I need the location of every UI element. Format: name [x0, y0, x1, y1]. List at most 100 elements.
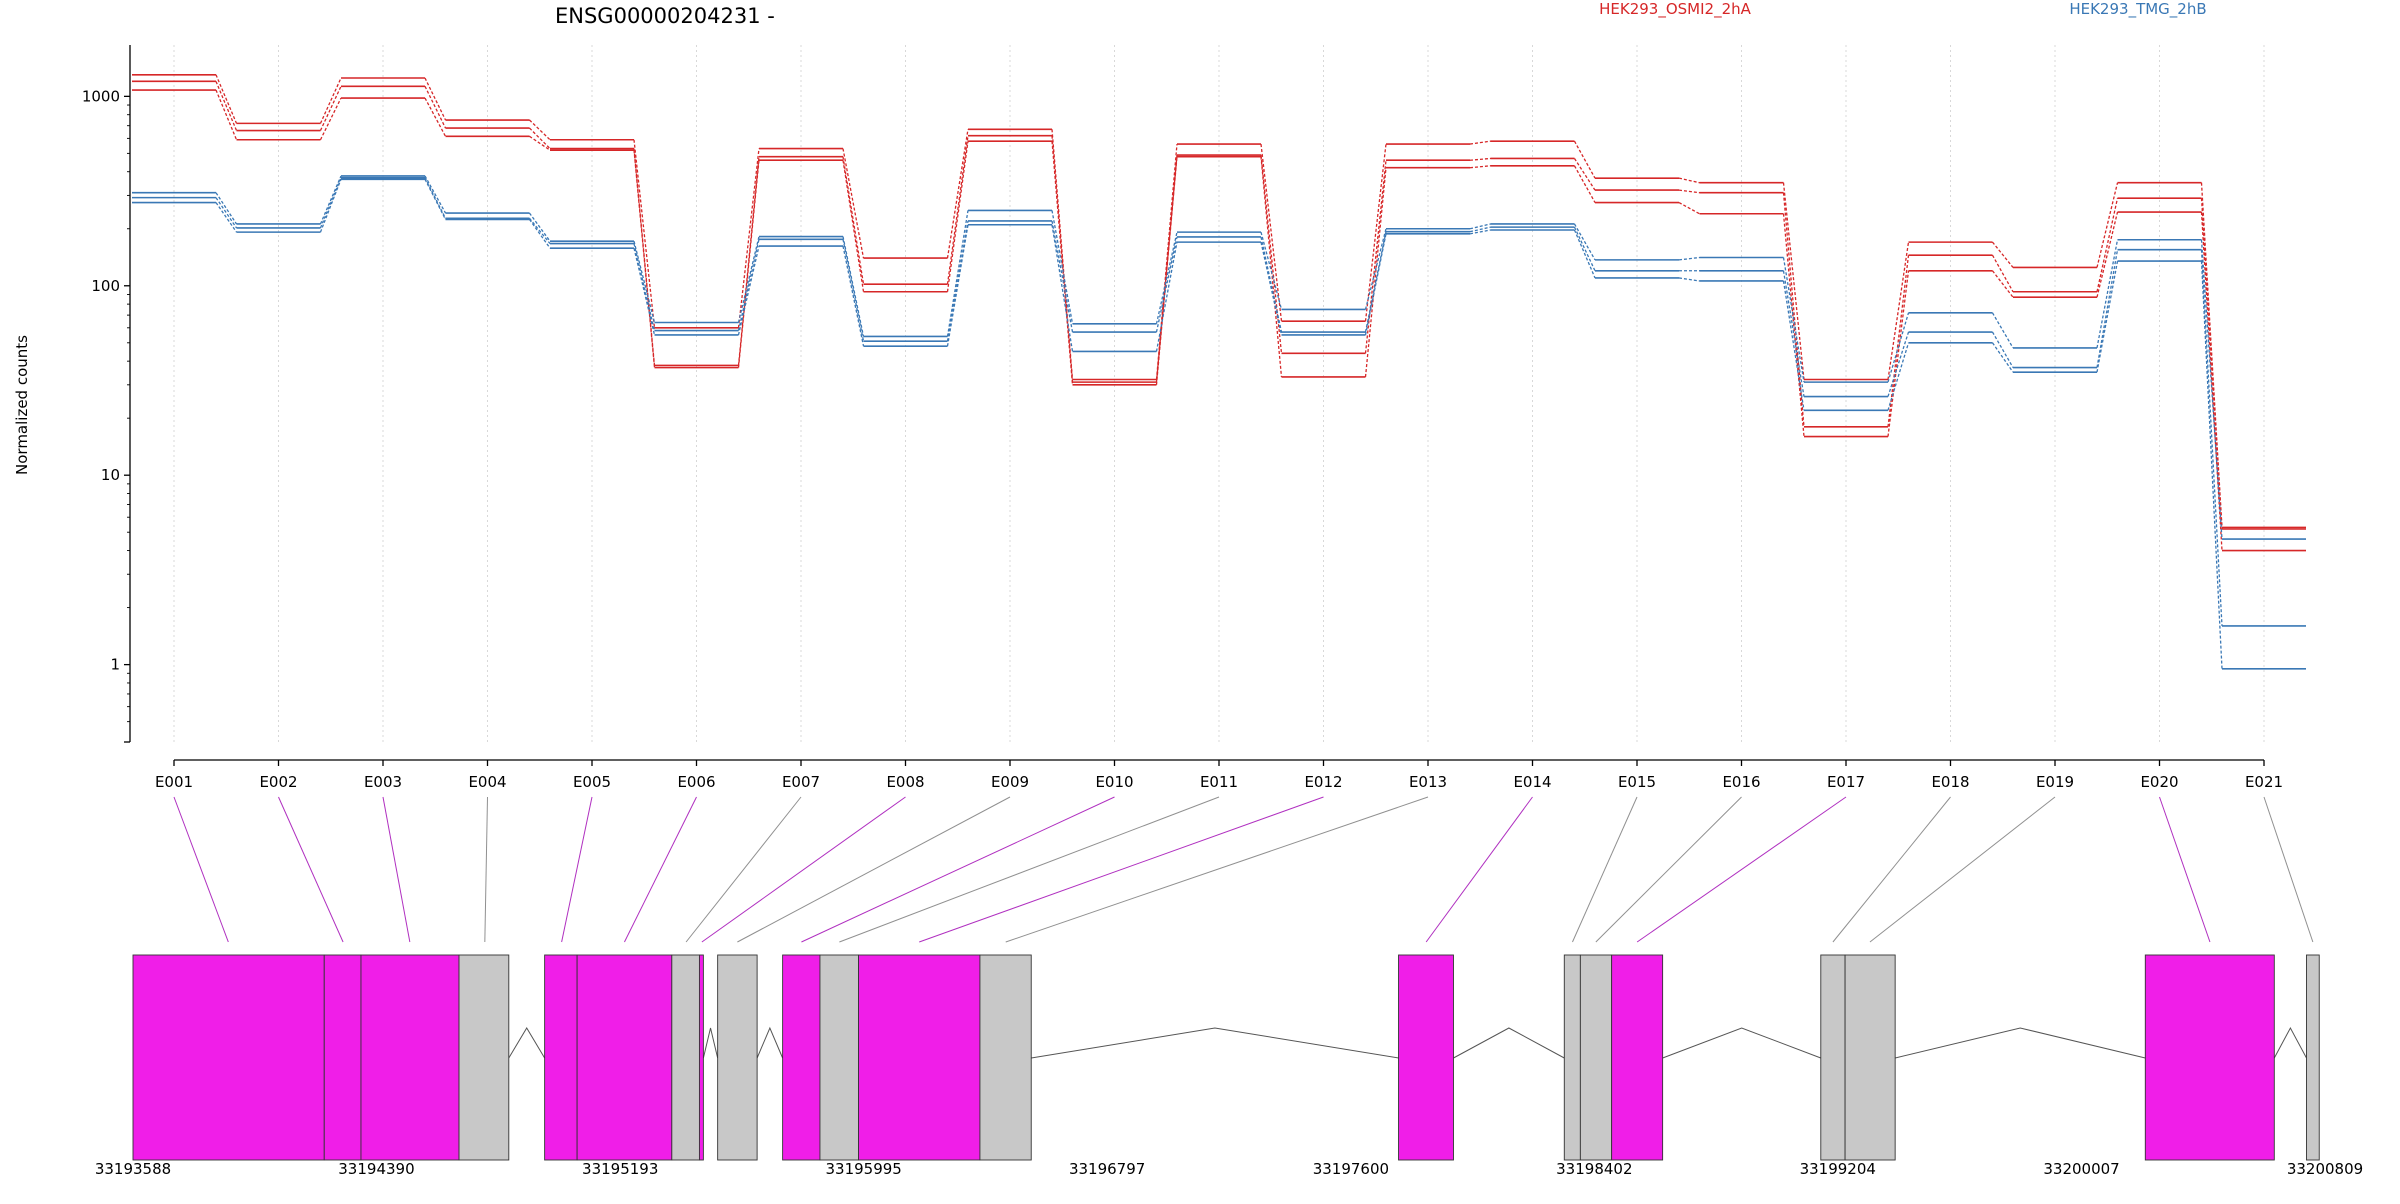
series-6 — [132, 178, 2306, 670]
series-6-connector — [946, 224, 969, 347]
series-3-connector — [424, 97, 447, 137]
legend-entry-2: HEK293_TMG_2hB — [2069, 0, 2206, 19]
series-3-connector — [1469, 165, 1491, 169]
x-tick-label-e011: E011 — [1200, 773, 1238, 791]
series-3-connector — [1887, 270, 1910, 437]
series-3-connector — [946, 141, 969, 292]
series-1-connector — [1469, 140, 1491, 145]
connector-e011 — [839, 796, 1220, 943]
series-6-connector — [1155, 242, 1178, 352]
series-3-connector — [1364, 167, 1387, 378]
series-3-connector — [1051, 141, 1074, 385]
connector-e002 — [278, 796, 344, 943]
series-5-connector — [528, 217, 551, 244]
x-tick-label-e007: E007 — [782, 773, 820, 791]
series-5-connector — [1051, 220, 1074, 333]
series-6-connector — [2200, 261, 2223, 669]
series-1-connector — [2096, 182, 2119, 268]
y-tick-label: 1 — [110, 656, 120, 674]
exon-segment-4 — [458, 954, 510, 1161]
chart-title: ENSG00000204231 - — [555, 4, 775, 28]
series-4-connector — [2200, 239, 2223, 540]
x-tick-label-e003: E003 — [364, 773, 402, 791]
exon-segment-5 — [544, 954, 578, 1161]
series-2-connector — [1887, 255, 1910, 427]
series-1 — [132, 73, 2306, 529]
exon-segment-20 — [2144, 954, 2275, 1161]
connector-e001 — [173, 796, 229, 943]
series-1-connector — [424, 77, 447, 121]
genomic-coordinate-label: 33196797 — [1069, 1160, 1145, 1178]
series-6-connector — [1260, 241, 1283, 336]
series-3 — [132, 89, 2306, 552]
genomic-coordinate-label: 33194390 — [338, 1160, 414, 1178]
x-tick-label-e016: E016 — [1722, 773, 1760, 791]
connector-e014 — [1425, 796, 1533, 943]
exon-segment-6 — [576, 954, 673, 1161]
x-tick-label-e009: E009 — [991, 773, 1029, 791]
exon-segment-11 — [819, 954, 859, 1161]
series-5-connector — [842, 239, 865, 342]
series-6-connector — [2096, 260, 2119, 373]
series-6-connector — [1573, 229, 1596, 279]
exon-segment-1 — [132, 954, 325, 1161]
axes: 1 10 100 1000 E001 E002 E003 E004 E005 E006 E007 E0… — [82, 45, 2283, 791]
connector-e013 — [1005, 796, 1429, 943]
genomic-coordinate-label: 33195995 — [825, 1160, 901, 1178]
series-6-connector — [1887, 342, 1910, 411]
exon-segment-9 — [717, 954, 758, 1161]
series-2 — [132, 80, 2306, 530]
x-tick-label-e019: E019 — [2036, 773, 2074, 791]
series-2-connector — [215, 81, 238, 131]
y-tick-label: 1000 — [82, 87, 120, 105]
series-4 — [132, 175, 2306, 540]
connector-e009 — [737, 796, 1011, 943]
connector-e015 — [1572, 796, 1638, 943]
series-3-connector — [2200, 212, 2223, 551]
series-4-connector — [1469, 223, 1491, 230]
series-4-connector — [319, 175, 342, 225]
series-2-connector — [1260, 154, 1283, 354]
series-4-connector — [1887, 312, 1910, 383]
gene-model: 33193588 33194390 33195193 33195995 33196797… — [95, 954, 2363, 1178]
series-1-connector — [737, 148, 760, 328]
exon-segment-2 — [323, 954, 362, 1161]
series-6-connector — [528, 219, 551, 249]
series-6-connector — [215, 202, 238, 233]
intron-line — [756, 1026, 784, 1059]
series-6-connector — [842, 245, 865, 347]
y-axis-label: Normalized counts — [13, 335, 31, 475]
series-1-connector — [529, 119, 551, 141]
x-tick-label-e017: E017 — [1827, 773, 1865, 791]
series-5-connector — [2096, 249, 2119, 368]
x-tick-label-e020: E020 — [2140, 773, 2178, 791]
series-2-connector — [319, 86, 342, 131]
series-5-connector — [1364, 231, 1387, 333]
genomic-coordinate-label: 33199204 — [1800, 1160, 1876, 1178]
series-3-connector — [2096, 211, 2119, 298]
x-tick-label-e005: E005 — [573, 773, 611, 791]
series-4-connector — [1782, 257, 1805, 383]
series-3-connector — [215, 89, 238, 141]
series-4-connector — [842, 236, 865, 337]
connector-e004 — [484, 796, 488, 943]
intron-line — [1895, 1027, 2146, 1059]
series-1-connector — [215, 74, 238, 124]
series-2-connector — [633, 148, 656, 366]
series-1-connector — [1887, 242, 1910, 380]
series-2-connector — [1678, 189, 1700, 194]
series-3-connector — [319, 97, 342, 141]
exon-segment-14 — [1398, 954, 1454, 1161]
connector-e020 — [2159, 796, 2211, 943]
exon-segment-19 — [1844, 954, 1896, 1161]
series-2-connector — [2096, 198, 2119, 292]
series-2-connector — [1469, 157, 1491, 161]
series-4-connector — [215, 192, 238, 225]
exon-segment-21 — [2306, 954, 2320, 1161]
x-tick-label-e018: E018 — [1931, 773, 1969, 791]
series-5-connector — [1260, 236, 1283, 333]
genomic-coordinate-label: 33200809 — [2287, 1160, 2363, 1178]
series-6-connector — [1991, 342, 2014, 373]
series-1-connector — [842, 148, 865, 259]
connector-e005 — [561, 796, 593, 943]
